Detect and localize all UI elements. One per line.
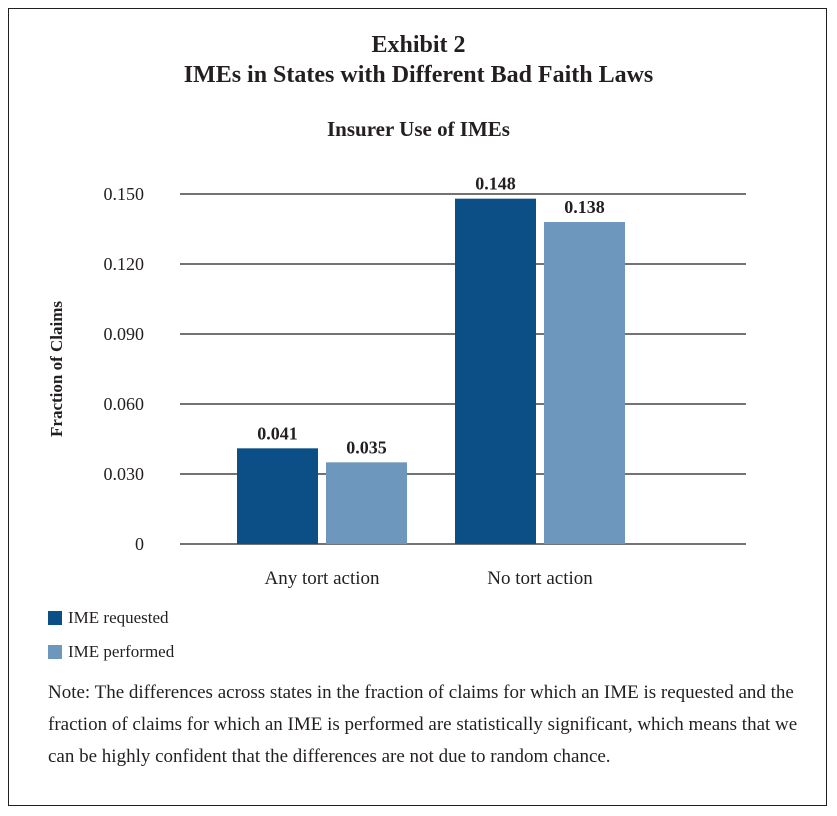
y-tick-label: 0.120 (104, 254, 145, 274)
chart-title: Insurer Use of IMEs (327, 117, 510, 141)
exhibit-number: Exhibit 2 (371, 32, 466, 58)
legend-item-ime-requested: IME requested (48, 608, 169, 628)
bar-ime-performed (326, 462, 407, 544)
legend-swatch-ime-requested (48, 611, 62, 625)
y-tick-label: 0.150 (104, 184, 145, 204)
exhibit-title: IMEs in States with Different Bad Faith … (183, 62, 654, 88)
bar-chart: 0 0.030 0.060 0.090 0.120 0.150 Fraction of Cl… (47, 174, 746, 589)
data-label: 0.035 (346, 437, 387, 457)
bar-ime-requested (237, 448, 318, 544)
data-label: 0.138 (564, 197, 605, 217)
legend-item-ime-performed: IME performed (48, 642, 174, 662)
x-category-label: Any tort action (264, 568, 380, 589)
y-axis-label: Fraction of Claims (47, 301, 66, 437)
legend-label-ime-requested: IME requested (68, 608, 169, 627)
y-tick-label: 0.060 (104, 394, 145, 414)
footnote: Note: The differences across states in t… (48, 682, 798, 767)
legend-swatch-ime-performed (48, 645, 62, 659)
y-tick-label: 0 (135, 534, 144, 554)
bar-ime-requested (455, 198, 536, 544)
data-label: 0.148 (475, 174, 516, 194)
y-tick-label: 0.090 (104, 324, 145, 344)
x-category-label: No tort action (487, 568, 593, 589)
exhibit-frame (8, 8, 827, 806)
y-tick-label: 0.030 (104, 464, 145, 484)
data-label: 0.041 (257, 423, 298, 443)
legend-label-ime-performed: IME performed (68, 642, 175, 661)
bar-ime-performed (544, 222, 625, 544)
